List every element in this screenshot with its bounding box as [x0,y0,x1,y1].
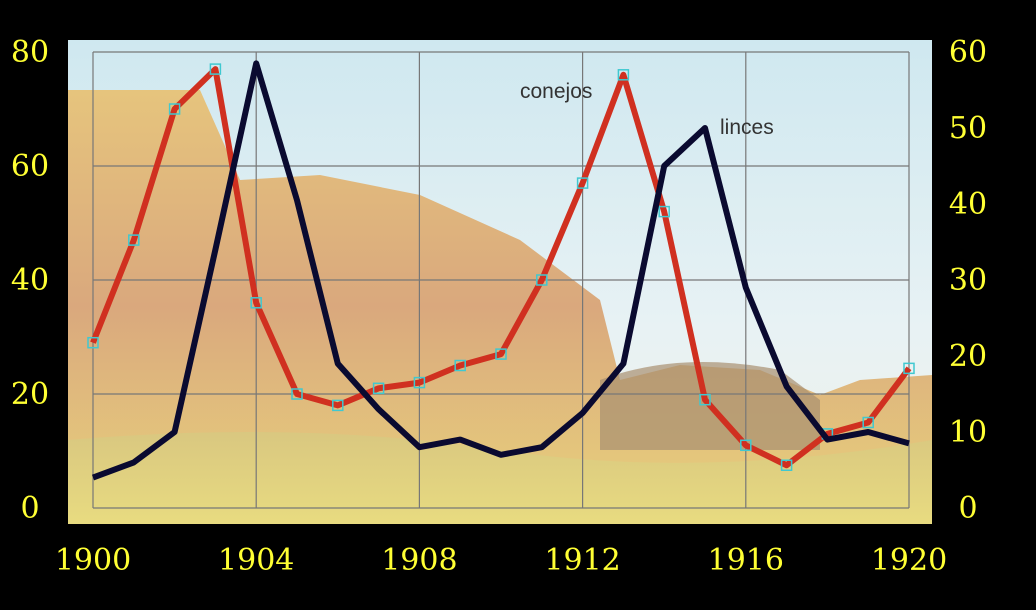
data-point-conejos [168,103,181,115]
x-tick-label: 1908 [381,543,457,578]
data-point-conejos [576,177,589,189]
grid [92,51,910,509]
y2-tick-label: 60 [949,35,987,70]
data-point-conejos [454,359,466,372]
data-point-conejos [372,382,385,395]
data-point-conejos [495,348,507,360]
data-point-conejos [250,297,262,309]
data-point-conejos [209,63,222,75]
data-point-conejos [699,393,711,406]
data-point-conejos [332,399,344,412]
data-point-conejos [617,69,630,81]
series-line-conejos [90,66,912,469]
data-point-conejos [903,362,915,375]
y2-tick-label: 0 [958,491,977,526]
y-tick-label: 40 [11,263,49,298]
y2-tick-label: 10 [949,415,987,450]
data-point-conejos [780,459,793,471]
series-label-conejos: conejos [520,80,592,103]
data-point-conejos [291,388,303,400]
x-tick-label: 1916 [708,543,784,578]
data-point-conejos [413,376,426,389]
series-label-linces: linces [720,116,774,139]
data-point-conejos [862,416,874,429]
x-tick-label: 1904 [218,543,294,578]
y-axis-left: 0 20 40 60 80 [11,35,49,526]
series-layer [87,60,915,481]
x-tick-label: 1920 [871,543,947,578]
series-line-linces [91,60,910,481]
data-point-conejos [658,205,670,218]
y2-tick-label: 20 [949,339,987,374]
x-axis: 1900 1904 1908 1912 1916 1920 [55,543,947,578]
y-tick-label: 20 [11,377,49,412]
y-tick-label: 60 [11,149,49,184]
y-tick-label: 0 [20,491,39,526]
y-tick-label: 80 [11,35,49,70]
y2-tick-label: 30 [949,263,987,298]
y2-tick-label: 50 [949,111,987,146]
y-axis-right: 0 10 20 30 40 50 60 [949,35,987,526]
y2-tick-label: 40 [949,187,987,222]
data-point-conejos [87,336,99,349]
data-point-conejos [740,439,752,452]
x-tick-label: 1912 [544,543,620,578]
data-point-conejos [536,274,548,286]
data-point-conejos [128,234,140,246]
x-tick-label: 1900 [55,543,131,578]
